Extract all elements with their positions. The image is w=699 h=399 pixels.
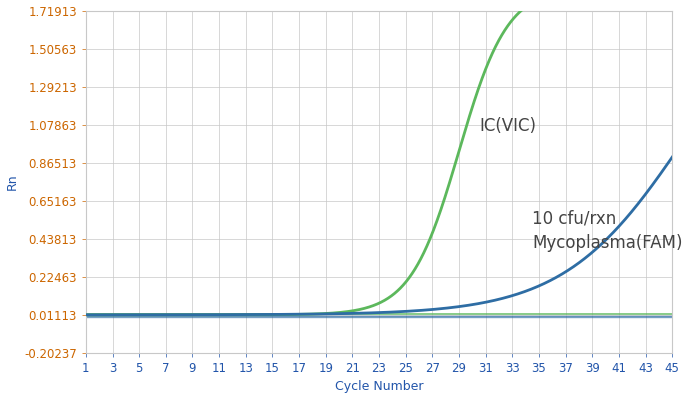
- X-axis label: Cycle Number: Cycle Number: [335, 380, 424, 393]
- Text: 10 cfu/rxn
Mycoplasma(FAM): 10 cfu/rxn Mycoplasma(FAM): [533, 210, 683, 251]
- Y-axis label: Rn: Rn: [6, 174, 19, 190]
- Text: IC(VIC): IC(VIC): [479, 117, 536, 135]
